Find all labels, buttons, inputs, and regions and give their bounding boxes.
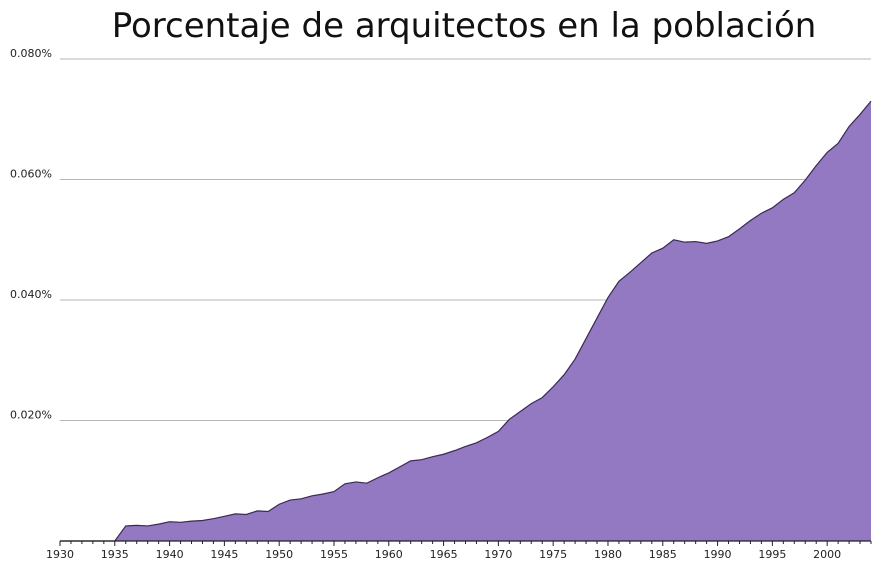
x-axis: 1930 1935 1940 1945 1950 1955 1960 1965 1970 1975… xyxy=(46,540,872,561)
area-series xyxy=(59,100,872,542)
x-tick-label: 1970 xyxy=(484,548,512,561)
y-tick-label: 0.020% xyxy=(10,409,52,422)
x-tick-label: 1940 xyxy=(156,548,184,561)
chart-title: Porcentaje de arquitectos en la població… xyxy=(112,6,817,46)
x-tick-label: 1935 xyxy=(101,548,129,561)
x-tick-label: 2000 xyxy=(813,548,841,561)
x-tick-label: 1965 xyxy=(430,548,458,561)
x-tick-label: 1980 xyxy=(594,548,622,561)
x-tick-label: 1990 xyxy=(704,548,732,561)
y-tick-label: 0.040% xyxy=(10,288,52,301)
x-tick-label: 1995 xyxy=(758,548,786,561)
x-tick-label: 1955 xyxy=(320,548,348,561)
x-tick-label: 1950 xyxy=(265,548,293,561)
area-fill xyxy=(60,101,871,542)
x-tick-label: 1985 xyxy=(649,548,677,561)
x-tick-label: 1930 xyxy=(46,548,74,561)
y-tick-label: 0.060% xyxy=(10,168,52,181)
y-tick-label: 0.080% xyxy=(10,47,52,60)
y-axis-ticks: 0.020% 0.040% 0.060% 0.080% xyxy=(10,47,52,422)
x-tick-label: 1960 xyxy=(375,548,403,561)
x-tick-label: 1975 xyxy=(539,548,567,561)
x-tick-label: 1945 xyxy=(210,548,238,561)
